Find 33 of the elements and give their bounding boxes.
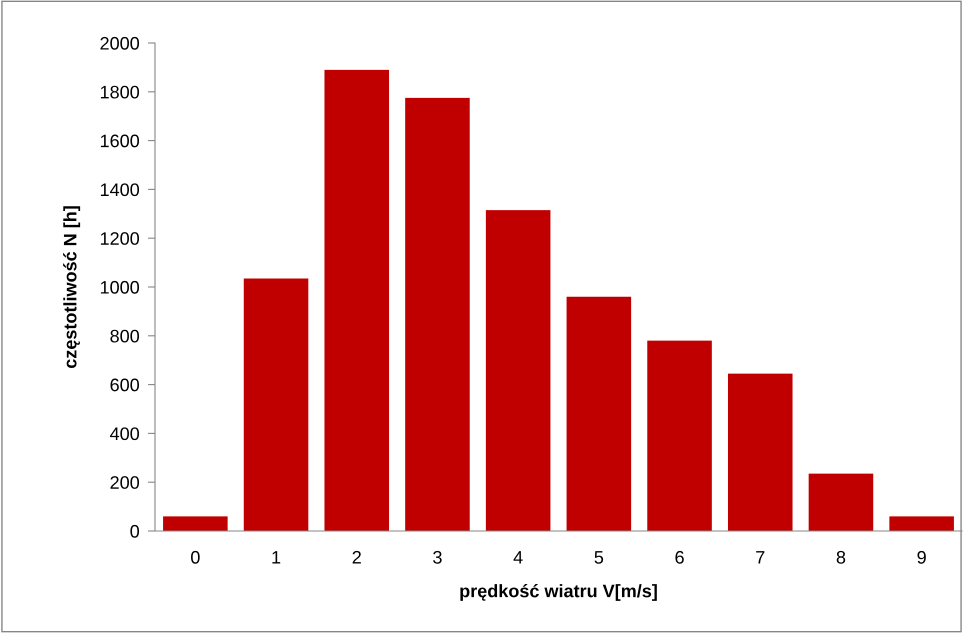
y-tick-label: 1200 (100, 232, 140, 245)
bar (647, 340, 712, 531)
x-tick-label: 0 (191, 550, 200, 564)
y-tick-label: 800 (110, 330, 140, 343)
y-axis-title: częstotliwość N [h] (63, 206, 80, 368)
y-tick-label: 1600 (100, 134, 140, 148)
y-tick-label: 1800 (100, 86, 140, 99)
x-axis-title: prędkość wiatru V[m/s] (460, 584, 657, 601)
x-tick-label: 1 (272, 551, 280, 564)
y-tick-label: 1400 (100, 183, 140, 196)
bar (163, 516, 228, 531)
y-tick-label: 1000 (100, 280, 140, 294)
x-tick-label: 6 (675, 550, 684, 564)
bar (808, 474, 874, 531)
x-tick-label: 3 (433, 550, 442, 564)
bar (728, 374, 793, 531)
x-tick-label: 4 (514, 551, 523, 564)
x-tick-label: 7 (756, 551, 764, 564)
bar (566, 296, 632, 531)
bar (244, 278, 308, 531)
y-tick-label: 2000 (100, 36, 140, 50)
bar (405, 98, 470, 531)
y-tick-label: 600 (110, 378, 140, 392)
x-tick-label: 2 (352, 550, 361, 564)
x-tick-label: 9 (917, 550, 926, 564)
y-tick-label: 0 (130, 524, 140, 538)
bar (324, 70, 390, 531)
x-tick-label: 5 (594, 551, 604, 564)
y-tick-label: 400 (110, 427, 140, 440)
bar (486, 210, 550, 531)
bar (889, 516, 954, 531)
x-tick-label: 8 (836, 550, 846, 564)
y-tick-label: 200 (110, 476, 140, 489)
